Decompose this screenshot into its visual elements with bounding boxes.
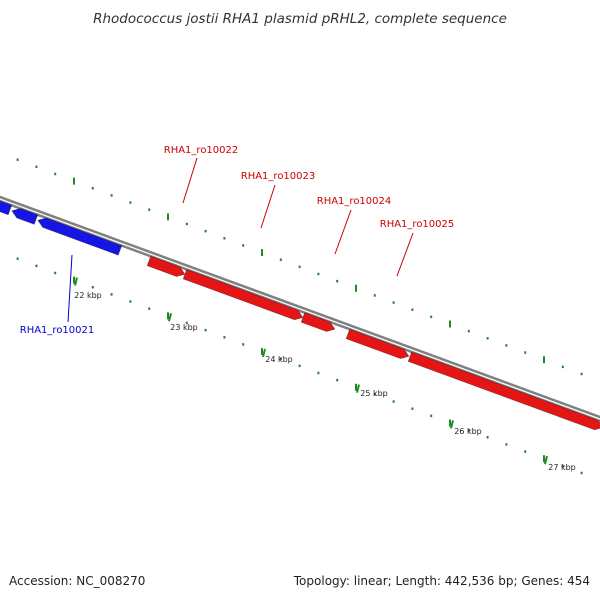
major-tick — [262, 348, 266, 358]
tick-label: 22 kbp — [74, 291, 102, 300]
gene-label: RHA1_ro10024 — [317, 196, 392, 207]
scale-ticks: 22 kbp 23 kbp 24 kbp 25 kbp 26 kbp 27 kbp — [16, 158, 583, 475]
sequence-summary: Topology: linear; Length: 442,536 bp; Ge… — [293, 574, 590, 588]
tick-label: 23 kbp — [170, 323, 198, 332]
gene-leader-line — [67, 254, 73, 323]
map-title: Rhodococcus jostii RHA1 plasmid pRHL2, c… — [93, 11, 507, 27]
gene-ro10021 — [37, 217, 123, 256]
gene-leader-line — [182, 157, 198, 204]
gene-ro10023 — [182, 268, 304, 321]
gene-leader-line — [396, 232, 414, 277]
backbone-strand — [0, 195, 600, 419]
gene-ro10025 — [407, 351, 600, 431]
tick-label: 24 kbp — [265, 355, 293, 364]
gene-labels: RHA1_ro10021 RHA1_ro10022 RHA1_ro10023 RHA1… — [20, 145, 455, 336]
gene-label: RHA1_ro10022 — [164, 145, 239, 156]
major-tick — [450, 420, 454, 429]
major-tick — [74, 277, 78, 286]
gene-label: RHA1_ro10025 — [380, 219, 455, 230]
gene-ro10024 — [300, 312, 336, 332]
accession-label: Accession: NC_008270 — [9, 574, 145, 588]
gene-ro10022 — [146, 255, 186, 277]
major-tick — [168, 312, 172, 322]
gene-label: RHA1_ro10023 — [241, 171, 316, 182]
gene-ro10025-part — [345, 328, 410, 360]
major-tick — [356, 384, 360, 393]
gene-features — [0, 200, 600, 431]
gene-leader-line — [334, 209, 352, 255]
reverse-gene-arrow — [0, 200, 13, 216]
sequence-backbone — [0, 195, 600, 423]
major-tick — [544, 455, 548, 465]
gene-label: RHA1_ro10021 — [20, 325, 95, 336]
gene-leader-line — [260, 184, 276, 229]
tick-label: 25 kbp — [360, 389, 388, 398]
tick-label: 26 kbp — [454, 427, 482, 436]
reverse-gene-arrow — [11, 208, 39, 225]
backbone-strand — [0, 199, 600, 423]
tick-label: 27 kbp — [548, 463, 576, 472]
